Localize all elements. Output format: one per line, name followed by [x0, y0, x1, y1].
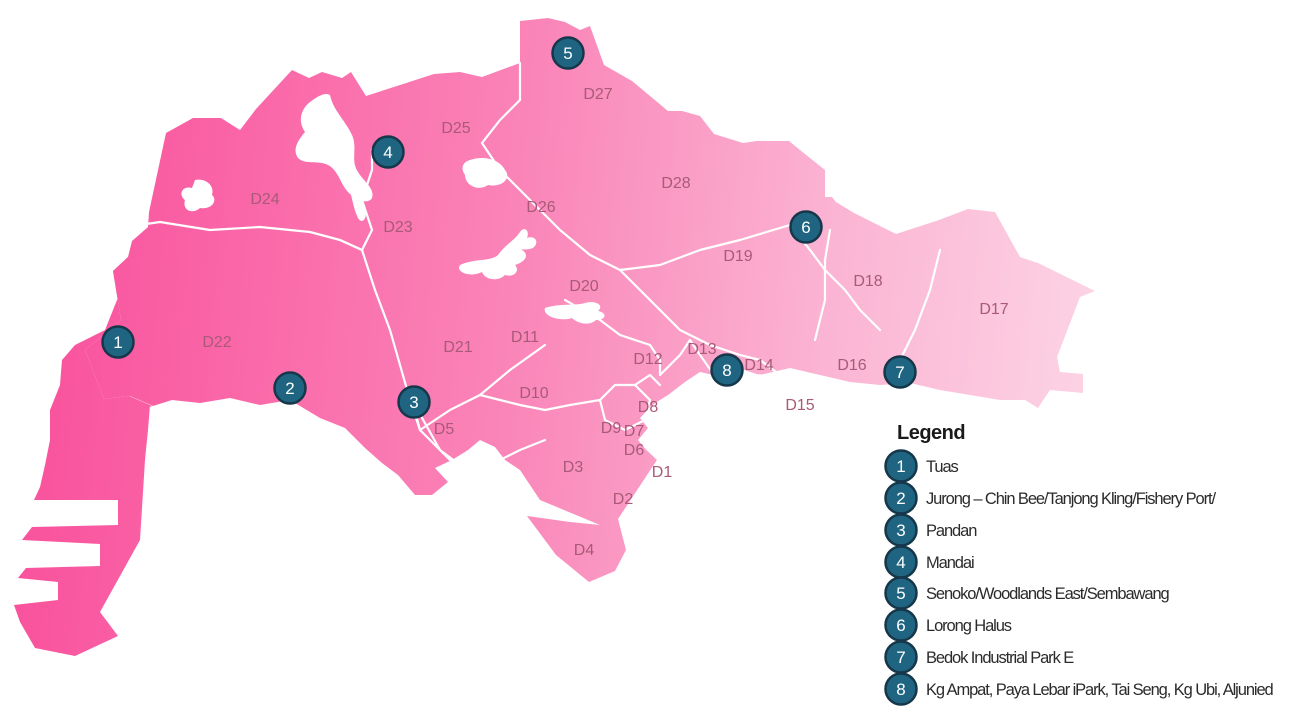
svg-text:D13: D13 — [687, 341, 716, 358]
svg-text:5: 5 — [563, 44, 572, 63]
svg-text:7: 7 — [895, 363, 904, 382]
svg-text:D19: D19 — [723, 248, 752, 265]
svg-text:D22: D22 — [202, 334, 231, 351]
svg-text:3: 3 — [409, 393, 418, 412]
svg-text:4: 4 — [383, 143, 392, 162]
svg-text:D5: D5 — [434, 421, 455, 438]
svg-text:D26: D26 — [526, 199, 555, 216]
svg-text:D27: D27 — [583, 86, 612, 103]
svg-text:Kg Ampat, Paya Lebar iPark, Ta: Kg Ampat, Paya Lebar iPark, Tai Seng, Kg… — [926, 681, 1274, 699]
svg-text:D18: D18 — [853, 273, 882, 290]
svg-text:4: 4 — [896, 553, 905, 572]
svg-text:D25: D25 — [441, 120, 470, 137]
svg-text:D16: D16 — [837, 357, 866, 374]
svg-text:1: 1 — [896, 457, 905, 476]
svg-text:D2: D2 — [613, 491, 634, 508]
svg-text:7: 7 — [896, 648, 905, 667]
svg-text:D9: D9 — [601, 420, 622, 437]
svg-text:2: 2 — [285, 379, 294, 398]
svg-text:Lorong Halus: Lorong Halus — [926, 617, 1012, 635]
svg-text:1: 1 — [113, 333, 122, 352]
svg-text:8: 8 — [896, 680, 905, 699]
svg-text:Mandai: Mandai — [926, 554, 974, 572]
svg-text:6: 6 — [896, 616, 905, 635]
svg-text:6: 6 — [801, 218, 810, 237]
svg-text:D4: D4 — [574, 542, 595, 559]
svg-text:Legend: Legend — [897, 422, 965, 444]
svg-text:D3: D3 — [563, 459, 584, 476]
svg-text:D7: D7 — [624, 423, 645, 440]
svg-text:Jurong – Chin Bee/Tanjong Klin: Jurong – Chin Bee/Tanjong Kling/Fishery … — [926, 490, 1216, 508]
svg-text:Bedok Industrial Park E: Bedok Industrial Park E — [926, 649, 1074, 667]
svg-text:D1: D1 — [652, 464, 673, 481]
svg-text:D10: D10 — [519, 385, 548, 402]
svg-text:2: 2 — [896, 489, 905, 508]
svg-text:D24: D24 — [250, 191, 279, 208]
svg-text:3: 3 — [896, 521, 905, 540]
svg-text:D6: D6 — [624, 442, 645, 459]
svg-text:D23: D23 — [383, 219, 412, 236]
svg-text:D28: D28 — [661, 175, 690, 192]
svg-text:D15: D15 — [785, 397, 814, 414]
svg-text:D11: D11 — [511, 329, 539, 346]
svg-text:Senoko/Woodlands East/Sembawan: Senoko/Woodlands East/Sembawang — [926, 585, 1170, 603]
svg-text:D8: D8 — [638, 399, 659, 416]
svg-text:Tuas: Tuas — [926, 458, 959, 476]
svg-text:D17: D17 — [979, 301, 1008, 318]
svg-text:Pandan: Pandan — [926, 522, 977, 540]
svg-text:D12: D12 — [633, 351, 662, 368]
svg-text:D21: D21 — [443, 339, 472, 356]
svg-text:D14: D14 — [744, 357, 773, 374]
svg-text:D20: D20 — [569, 278, 598, 295]
svg-text:5: 5 — [896, 584, 905, 603]
svg-text:8: 8 — [722, 361, 731, 380]
